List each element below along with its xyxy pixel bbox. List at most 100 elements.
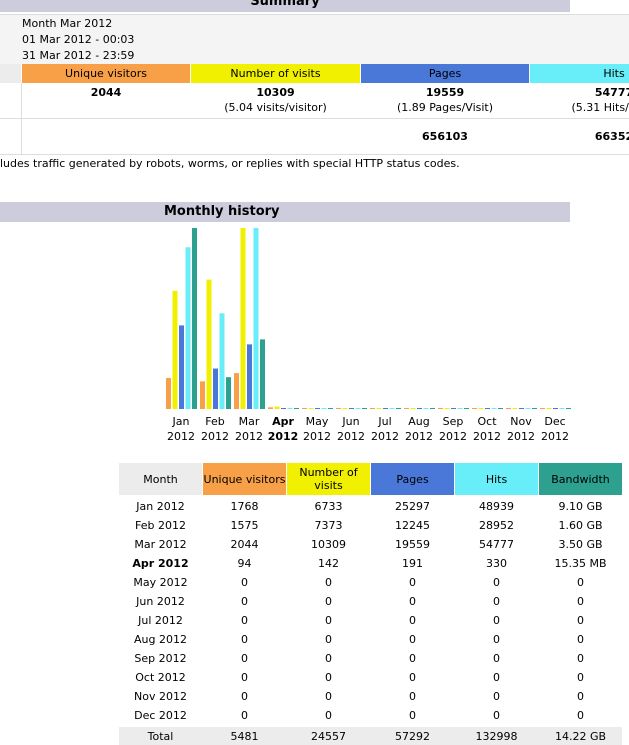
bar — [451, 408, 456, 409]
bar — [370, 408, 375, 409]
bar — [444, 408, 450, 409]
bar — [349, 408, 354, 409]
table-cell: 0 — [409, 614, 416, 627]
table-cell: Feb 2012 — [135, 519, 186, 532]
summary-value: 656103 — [422, 130, 468, 143]
row-line — [0, 118, 629, 119]
table-cell: 3.50 GB — [558, 538, 603, 551]
table-cell: 14.22 GB — [554, 730, 607, 743]
table-cell: 0 — [493, 690, 500, 703]
table-cell: 25297 — [395, 500, 430, 513]
bar — [321, 408, 327, 409]
table-cell: 0 — [325, 576, 332, 589]
table-cell: 24557 — [311, 730, 346, 743]
row-line — [21, 83, 22, 154]
bar — [315, 408, 320, 409]
bar — [287, 407, 293, 409]
bar — [294, 408, 299, 409]
table-cell: 0 — [409, 690, 416, 703]
bar — [234, 373, 239, 409]
table-cell: 142 — [318, 557, 339, 570]
table-cell: 0 — [409, 576, 416, 589]
summary-sub: (5.04 visits/visitor) — [224, 101, 327, 114]
bar — [383, 408, 388, 409]
table-cell: 5481 — [230, 730, 259, 743]
summary-title: Summary — [0, 0, 570, 12]
table-cell: Mar 2012 — [134, 538, 187, 551]
table-cell: 0 — [325, 671, 332, 684]
month-label: Jun — [341, 415, 359, 428]
bar — [430, 408, 435, 409]
bar — [308, 408, 314, 409]
table-cell: 191 — [402, 557, 423, 570]
table-cell: Aug 2012 — [134, 633, 187, 646]
month-label: Nov — [510, 415, 532, 428]
table-cell: 0 — [577, 652, 584, 665]
table-cell: 0 — [325, 633, 332, 646]
bar — [268, 407, 273, 409]
table-cell: 0 — [409, 595, 416, 608]
bar — [396, 408, 401, 409]
bar — [166, 377, 171, 409]
summary-value: 54777 — [594, 86, 629, 99]
year-label: 2012 — [167, 430, 195, 443]
table-cell: 0 — [577, 709, 584, 722]
table-header: Month — [119, 463, 202, 495]
bar — [247, 344, 252, 409]
table-cell: 0 — [577, 671, 584, 684]
table-header: Hits — [455, 463, 538, 495]
table-header: Unique visitors — [203, 463, 286, 495]
bar — [172, 290, 178, 409]
bar — [404, 408, 409, 409]
table-cell: Jan 2012 — [136, 500, 185, 513]
bar — [457, 408, 463, 409]
table-cell: 28952 — [479, 519, 514, 532]
table-cell: 0 — [493, 595, 500, 608]
table-cell: 0 — [241, 652, 248, 665]
summary-value: 66352 — [594, 130, 629, 143]
table-header: Pages — [371, 463, 454, 495]
table-cell: 132998 — [475, 730, 518, 743]
year-label: 2012 — [405, 430, 433, 443]
table-cell: 0 — [325, 709, 332, 722]
month-label: Feb — [205, 415, 224, 428]
table-cell: 0 — [577, 633, 584, 646]
month-label: May — [306, 415, 329, 428]
bar — [553, 408, 558, 409]
bar — [498, 408, 503, 409]
row-line — [0, 154, 629, 155]
table-cell: 0 — [241, 671, 248, 684]
year-label: 2012 — [473, 430, 501, 443]
table-cell: 0 — [325, 690, 332, 703]
summary-value: 2044 — [90, 86, 122, 99]
table-cell: 2044 — [230, 538, 259, 551]
bar — [376, 408, 382, 409]
table-cell: 1575 — [230, 519, 259, 532]
table-cell: 6733 — [314, 500, 343, 513]
period: Month Mar 2012 — [22, 17, 113, 30]
table-cell: 0 — [577, 690, 584, 703]
bar — [281, 408, 286, 409]
table-header: Number of visits — [287, 463, 370, 495]
bar — [206, 279, 212, 409]
year-label: 2012 — [235, 430, 263, 443]
table-cell: 0 — [409, 671, 416, 684]
bar — [240, 228, 246, 409]
table-header: Bandwidth — [539, 463, 622, 495]
bar — [342, 408, 348, 409]
bar — [274, 406, 280, 409]
table-cell: 10309 — [311, 538, 346, 551]
bar — [362, 408, 367, 409]
year-label: 2012 — [507, 430, 535, 443]
table-cell: 0 — [409, 709, 416, 722]
table-cell: 0 — [241, 576, 248, 589]
table-cell: Total — [147, 730, 174, 743]
bar — [525, 408, 531, 409]
first-visit: 01 Mar 2012 - 00:03 — [22, 33, 135, 46]
month-label: Jan — [172, 415, 190, 428]
table-cell: 330 — [486, 557, 507, 570]
table-cell: 1768 — [230, 500, 259, 513]
summary-header: Number of visits — [191, 64, 360, 83]
table-cell: May 2012 — [133, 576, 188, 589]
bar — [438, 408, 443, 409]
